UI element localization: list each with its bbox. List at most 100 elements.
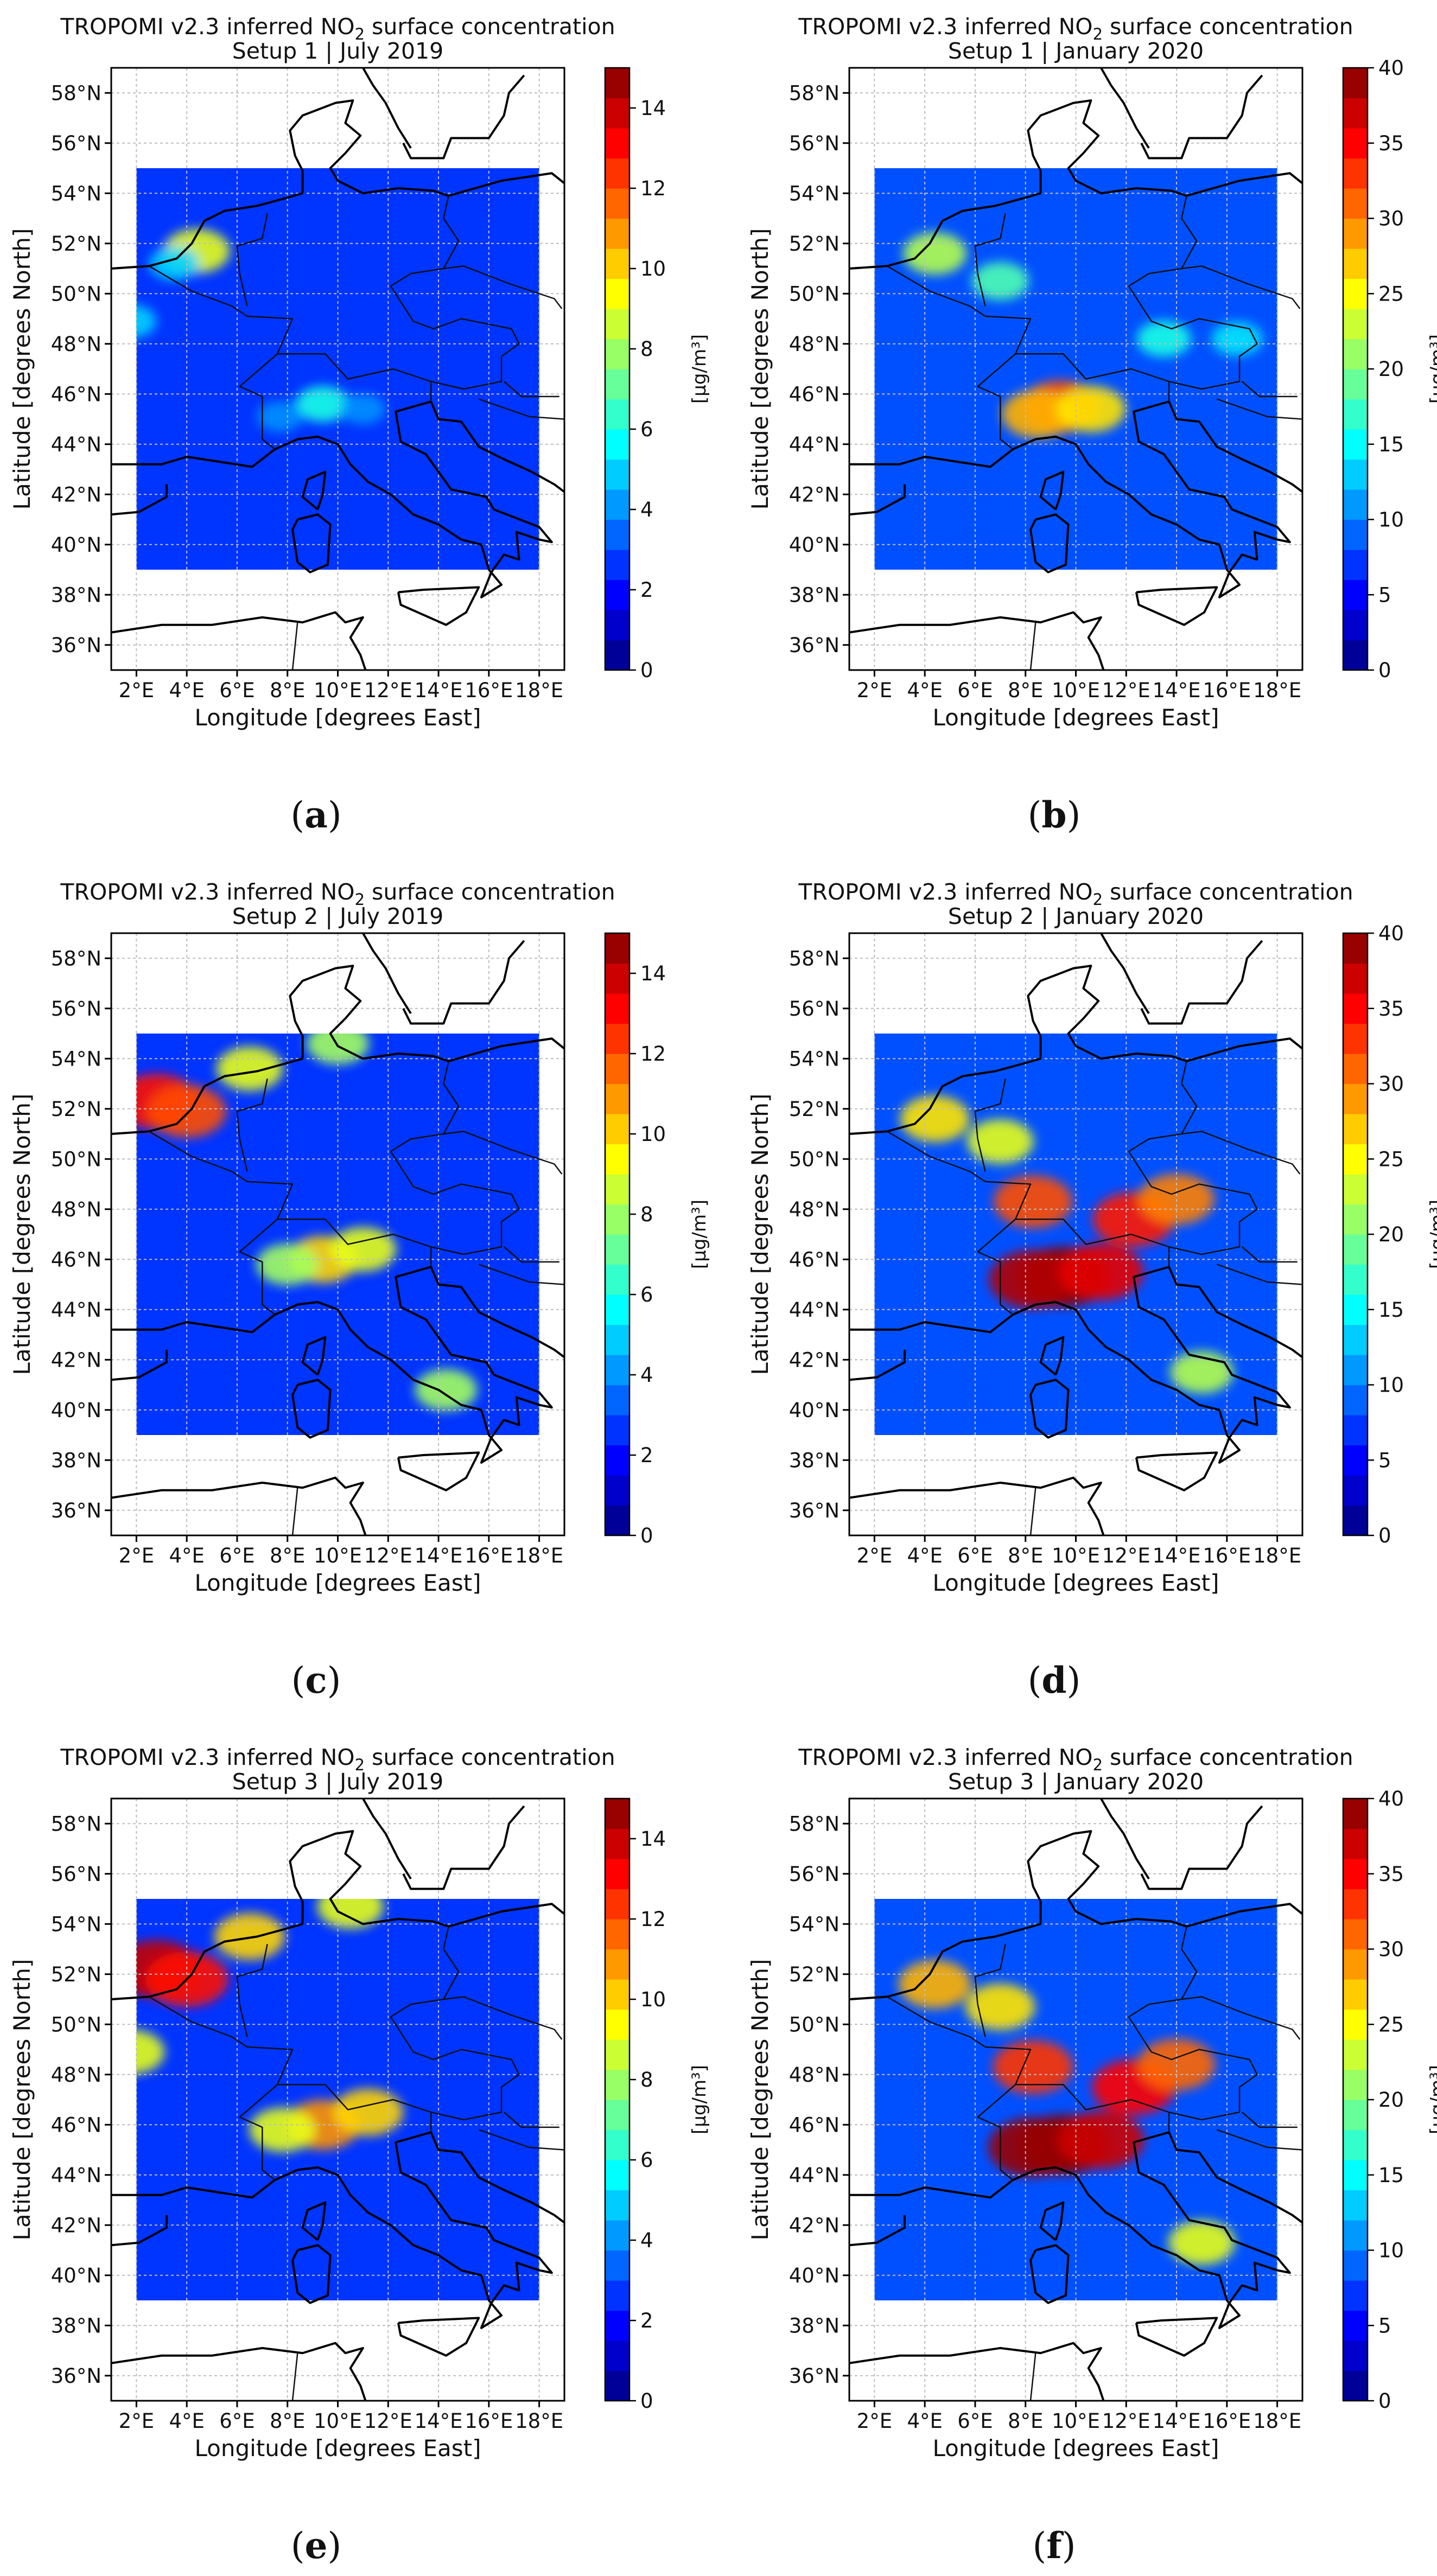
x-tick-label: 2°E (119, 2409, 154, 2433)
country-border (1128, 2016, 1258, 2121)
colorbar-frame (604, 67, 631, 671)
colorbar-tick-label: 30 (1378, 1073, 1404, 1096)
coastline (111, 2179, 276, 2199)
country-border (1015, 2084, 1170, 2133)
colorbar-segment (1343, 2190, 1368, 2221)
y-tick-label: 40°N (51, 2264, 101, 2287)
colorbar-label: [µg/m³] (1427, 2065, 1437, 2134)
y-tick-label: 48°N (51, 2063, 101, 2087)
country-border (1029, 622, 1037, 670)
colorbar-segment (1343, 1264, 1368, 1295)
country-border (277, 1219, 432, 1267)
colorbar-segment (605, 1023, 630, 1054)
colorbar-segment (1343, 963, 1368, 994)
panel-letter: (d) (1028, 1659, 1081, 1701)
x-tick-label: 12°E (364, 2409, 412, 2433)
country-border (1216, 398, 1302, 420)
coastline (111, 2342, 367, 2401)
colorbar-tick-label: 10 (640, 1988, 666, 2011)
y-tick-label: 38°N (51, 1449, 101, 1472)
y-tick-label: 36°N (789, 2364, 840, 2388)
colorbar-segment (605, 459, 630, 490)
map-area (849, 933, 1302, 1535)
x-tick-label: 2°E (119, 679, 154, 702)
hotspot (147, 1085, 226, 1138)
colorbar-segment (605, 1355, 630, 1386)
x-tick-label: 10°E (1052, 1544, 1100, 1567)
x-tick-label: 14°E (1153, 1544, 1201, 1567)
chart-panel: TROPOMI v2.3 inferred NO2 surface concen… (9, 879, 710, 1701)
coastline (1140, 1805, 1263, 1890)
colorbar-segment (605, 128, 630, 159)
y-tick-label: 44°N (51, 2164, 101, 2187)
coastline (362, 68, 412, 149)
x-axis-label: Longitude [degrees East] (194, 1570, 481, 1596)
country-border (1181, 265, 1301, 309)
chart-title-subscript: 2 (355, 25, 365, 43)
country-border (236, 1944, 268, 2005)
x-tick-label: 14°E (415, 2409, 463, 2433)
colorbar-segment (1343, 1204, 1368, 1235)
hotspot (149, 247, 199, 280)
colorbar-segment (1343, 218, 1368, 249)
y-tick-label: 58°N (51, 1812, 101, 1835)
colorbar-segment (1343, 2039, 1368, 2070)
y-tick-label: 50°N (51, 282, 101, 305)
x-tick-label: 16°E (1203, 1544, 1251, 1567)
colorbar-segment (605, 489, 630, 520)
y-tick-label: 38°N (789, 2314, 840, 2337)
country-border (390, 285, 520, 390)
colorbar-segment (1343, 610, 1368, 641)
x-tick-label: 6°E (219, 679, 255, 702)
colorbar-tick-label: 2 (640, 2309, 653, 2332)
colorbar-label: [µg/m³] (689, 334, 710, 404)
colorbar-segment (1343, 1919, 1368, 1950)
country-border (1128, 195, 1198, 287)
coastline (1012, 400, 1302, 598)
country-border (974, 1079, 1006, 1139)
x-tick-label: 16°E (465, 1544, 513, 1567)
coastline (274, 1266, 564, 1464)
coastline (111, 1476, 367, 1535)
coastline (397, 1451, 480, 1491)
y-tick-label: 36°N (789, 634, 840, 657)
y-tick-label: 52°N (51, 1098, 101, 1121)
colorbar-tick-label: 14 (640, 97, 666, 120)
country-border (390, 1151, 520, 1255)
colorbar-tick-label: 5 (1378, 1449, 1391, 1472)
y-tick-label: 38°N (789, 1449, 840, 1472)
x-tick-label: 6°E (957, 2409, 993, 2433)
colorbar-tick-label: 30 (1378, 207, 1404, 231)
hotspot (1056, 386, 1126, 432)
coastline (111, 99, 449, 270)
x-tick-label: 18°E (1253, 679, 1301, 702)
y-tick-label: 38°N (51, 2314, 101, 2337)
y-tick-label: 46°N (51, 1248, 101, 1271)
chart-title-suffix: surface concentration (365, 14, 615, 40)
panel-letter-open: ( (1028, 1660, 1042, 1701)
colorbar-segment (605, 68, 630, 99)
y-axis-label: Latitude [degrees North] (9, 1094, 35, 1375)
colorbar-segment (1343, 2280, 1368, 2311)
hotspot (216, 1046, 283, 1091)
x-tick-label: 2°E (857, 1544, 892, 1567)
colorbar-segment (1343, 1385, 1368, 1415)
x-tick-label: 10°E (1052, 679, 1100, 702)
country-border (1015, 1219, 1170, 1267)
country-border (1029, 2352, 1037, 2401)
chart-title-suffix: surface concentration (1103, 879, 1353, 905)
colorbar-segment (605, 1144, 630, 1175)
coastline (1100, 1799, 1150, 1880)
colorbar-segment (605, 1445, 630, 1476)
chart-title: TROPOMI v2.3 inferred NO2 surface concen… (60, 14, 615, 43)
hotspot (214, 1913, 285, 1960)
panel-letter-text: f (1046, 2524, 1064, 2567)
x-tick-label: 10°E (314, 679, 362, 702)
country-border (977, 1138, 986, 1172)
colorbar-segment (605, 2341, 630, 2371)
y-tick-label: 50°N (51, 2013, 101, 2036)
y-tick-label: 58°N (789, 947, 840, 970)
colorbar-segment (605, 2039, 630, 2070)
colorbar-segment (605, 2009, 630, 2040)
coastline (1100, 68, 1150, 149)
